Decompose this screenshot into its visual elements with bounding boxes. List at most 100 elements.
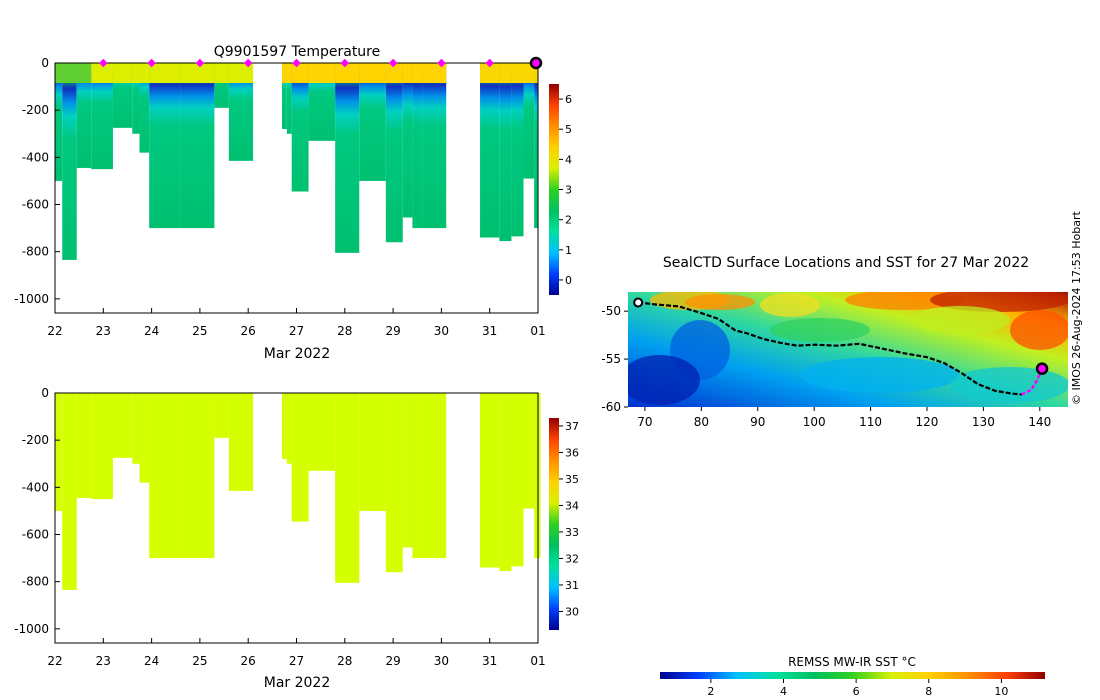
map-y-tick-label: -50 [601,304,621,318]
salinity-profile-bar [139,393,150,483]
salinity-profile-bar [359,393,386,511]
y-tick-label: -400 [22,150,49,164]
seal-track [638,301,1022,396]
salinity-colorbar [549,418,559,630]
colorbar-tick-label: 3 [565,184,572,197]
x-tick-label: 23 [96,324,111,338]
salinity-profile-bar [385,393,403,573]
temperature-surface-layer [55,63,538,83]
x-tick-label: 22 [47,654,62,668]
surface-marker [243,58,253,68]
seal-current-position [1035,362,1049,375]
credit-text: © IMOS 26-Aug-2024 17:53 Hobart [1070,211,1083,405]
colorbar-tick-label: 33 [565,526,579,539]
salinity-profile-bar [76,393,92,498]
salinity-profile-bar [308,393,336,471]
colorbar-tick-label: 37 [565,420,579,433]
y-tick-label: -600 [22,198,49,212]
salinity-profile-bar [480,393,500,568]
temperature-profile-bar [76,63,92,168]
temperature-surface-cell [480,63,500,83]
temperature-surface-cell [180,63,215,83]
x-tick-label: 01 [530,324,545,338]
y-tick-label: -200 [22,103,49,117]
salinity-profile-bar [402,393,413,548]
temperature-profile-bar [335,63,360,253]
map-y-axis: -50 -55 -60 [601,304,628,414]
temperature-title: Q9901597 Temperature [214,44,381,60]
sst-field-detail [628,292,1068,405]
colorbar-tick-label: 31 [565,579,579,592]
temperature-surface-cell [308,63,336,83]
salinity-profiles [55,393,541,590]
map-x-tick-label: 70 [637,415,652,429]
temperature-surface-cell [139,63,150,83]
temperature-surface-cell [523,63,535,83]
salinity-profile-bar [149,393,181,559]
y-tick-label: -400 [22,480,49,494]
temperature-surface-cell [511,63,524,83]
y-tick-label: -200 [22,433,49,447]
surface-marker [292,58,301,68]
colorbar-tick-label: 2 [565,214,572,227]
x-tick-label: 25 [192,324,207,338]
map-x-tick-label: 80 [694,415,709,429]
map-x-tick-label: 100 [803,415,826,429]
salinity-profile-bar [214,393,229,438]
surface-marker [437,58,446,68]
y-tick-label: -800 [22,575,49,589]
salinity-profile-bar [511,393,524,567]
salinity-profile-bar [62,393,77,590]
salinity-profile-bar [335,393,360,583]
temperature-surface-cell [534,63,538,83]
salinity-profile-bar [499,393,512,572]
temperature-profile-bar [180,63,215,229]
map-x-tick-label: 140 [1028,415,1051,429]
temperature-surface-cell [55,63,63,83]
temperature-profile-bar [282,63,287,130]
temperature-surface-cell [335,63,360,83]
map-x-tick-label: 110 [859,415,882,429]
surface-marker [147,58,156,68]
temperature-colorbar [549,84,559,295]
temperature-surface-cell [76,63,92,83]
salinity-panel: 0 -200 -400 -600 -800 -1000 22 23 24 25 26 27 28 29 3… [14,386,579,691]
temperature-panel: 0-200-400-600-800-1000 22 23 24 25 26 27 28 29 3… [14,44,572,362]
temperature-surface-cell [62,63,77,83]
temperature-profile-bar [132,63,140,134]
salinity-profile-bar [55,393,63,511]
sst-colorbar-tick-label: 8 [925,685,932,698]
seal-start-position [633,297,644,308]
sst-colorbar-tick-label: 10 [994,685,1008,698]
temperature-profile-bar [55,63,63,181]
map-title: SealCTD Surface Locations and SST for 27… [663,255,1029,271]
temperature-surface-cell [286,63,292,83]
colorbar-tick-label: 36 [565,446,579,459]
salinity-profile-bar [523,393,535,509]
map-x-tick-label: 90 [750,415,765,429]
x-tick-label: 31 [482,324,497,338]
map-x-axis: 70 80 90 100 110 120 130 140 [637,407,1051,429]
map-x-tick-label: 130 [972,415,995,429]
temperature-profile-bar [511,63,524,237]
temperature-y-axis: 0 -200 -400 -600 -800 -1000 [14,56,60,306]
sst-patch [1010,310,1068,350]
salinity-profile-bar [91,393,113,500]
temperature-profile-bar [422,63,447,229]
salinity-profile-bar [534,393,541,559]
temperature-profile-bar [91,63,113,170]
temperature-surface-cell [422,63,447,83]
temperature-profile-bar [286,63,292,134]
salinity-x-label: Mar 2022 [264,675,331,691]
sst-colorbar-ticks: 2 4 6 8 10 [707,679,1008,698]
x-tick-label: 24 [144,324,159,338]
y-tick-label: 0 [41,56,49,70]
salinity-y-axis: 0 -200 -400 -600 -800 -1000 [14,386,60,636]
sst-patch [760,293,820,317]
temperature-surface-cell [385,63,403,83]
sst-colorbar-tick-label: 2 [707,685,714,698]
x-tick-label: 01 [530,654,545,668]
x-tick-label: 29 [385,654,400,668]
temperature-profile-bar [412,63,423,229]
